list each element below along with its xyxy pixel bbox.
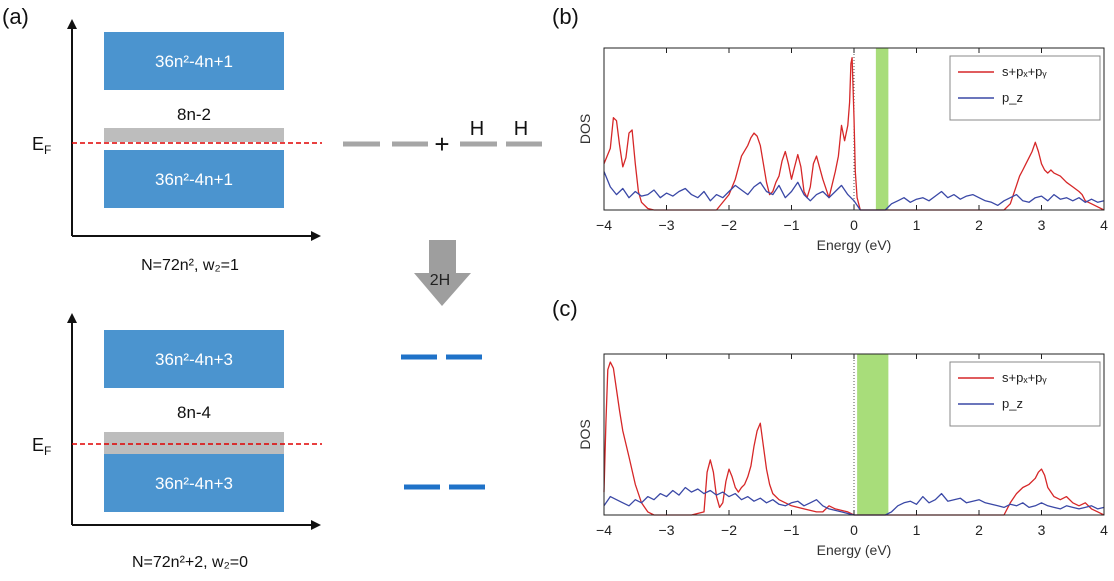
x-tick-label: 2 (975, 522, 983, 538)
x-axis-title: Energy (eV) (817, 237, 892, 253)
x-tick-label: 0 (850, 522, 858, 538)
down-arrow: 2H (414, 240, 471, 306)
x-tick-label: 3 (1038, 217, 1046, 233)
hydrogen-label-1: H (470, 118, 484, 140)
upper-band-label-top: 36n²-4n+1 (155, 52, 233, 71)
legend-label: s+pₓ+pᵧ (1002, 64, 1047, 79)
fermi-label-top: EF (32, 134, 51, 157)
x-tick-label: 2 (975, 217, 983, 233)
x-axis-title: Energy (eV) (817, 542, 892, 558)
dos-plot-b: −4 −3 −2 −1 0 1 2 3 4 Energy (eV) DOS s+pₓ+pᵧ p_z (577, 47, 1108, 253)
band-diagram-top: 36n²-4n+1 8n-2 36n²-4n+1 EF N=72n², w₂=1 (32, 19, 322, 274)
hydrogen-levels: + H H (343, 118, 542, 159)
blue-levels (401, 354, 485, 490)
y-axis-title: DOS (577, 419, 593, 449)
lower-band-bottom (104, 454, 284, 512)
x-tick-label: −2 (721, 522, 737, 538)
legend: s+pₓ+pᵧ p_z (949, 361, 1101, 427)
x-tick-label: 1 (913, 522, 921, 538)
hydrogen-label-2: H (514, 118, 528, 140)
x-tick-label: −3 (659, 522, 675, 538)
x-tick-label: −4 (596, 217, 612, 233)
x-tick-label: 4 (1100, 522, 1108, 538)
caption-bottom: N=72n²+2, w₂=0 (132, 554, 248, 571)
x-tick-label: 4 (1100, 217, 1108, 233)
dos-plot-c: −4 −3 −2 −1 0 1 2 3 4 Energy (eV) DOS s+pₓ+pᵧ p_z (577, 353, 1108, 558)
plus-sign: + (434, 129, 449, 159)
legend-label: s+pₓ+pᵧ (1002, 370, 1047, 385)
gap-states-bottom (104, 432, 284, 454)
legend-label: p_z (1002, 396, 1023, 411)
x-tick-label: −3 (659, 217, 675, 233)
gap-region (857, 354, 889, 515)
panel-label-c: (c) (552, 296, 578, 321)
x-tick-label: 1 (913, 217, 921, 233)
legend-box (949, 55, 1101, 121)
panel-label-b: (b) (552, 4, 579, 29)
upper-band-bottom (104, 330, 284, 388)
x-tick-label: 3 (1038, 522, 1046, 538)
y-axis-title: DOS (577, 114, 593, 144)
lower-band-label-top: 36n²-4n+1 (155, 170, 233, 189)
upper-band-top (104, 32, 284, 90)
gap-states-top (104, 128, 284, 142)
arrow-label: 2H (430, 272, 450, 289)
x-tick-label: −1 (784, 522, 800, 538)
legend: s+pₓ+pᵧ p_z (949, 55, 1101, 121)
lower-band-top (104, 150, 284, 208)
x-tick-label: −2 (721, 217, 737, 233)
x-tick-label: −1 (784, 217, 800, 233)
gap-states-label-top: 8n-2 (177, 105, 211, 124)
legend-label: p_z (1002, 90, 1023, 105)
x-tick-label: −4 (596, 522, 612, 538)
gap-states-label-bottom: 8n-4 (177, 403, 211, 422)
legend-box (949, 361, 1101, 427)
panel-label-a: (a) (2, 4, 29, 29)
caption-top: N=72n², w₂=1 (141, 257, 239, 274)
band-diagram-bottom: 36n²-4n+3 8n-4 36n²-4n+3 EF N=72n²+2, w₂… (32, 313, 322, 571)
lower-band-label-bottom: 36n²-4n+3 (155, 474, 233, 493)
fermi-label-bottom: EF (32, 435, 51, 458)
upper-band-label-bottom: 36n²-4n+3 (155, 350, 233, 369)
gap-region (875, 48, 889, 210)
series-line-pz (603, 171, 1105, 211)
series-line-spxpy (603, 361, 1105, 516)
x-tick-label: 0 (850, 217, 858, 233)
